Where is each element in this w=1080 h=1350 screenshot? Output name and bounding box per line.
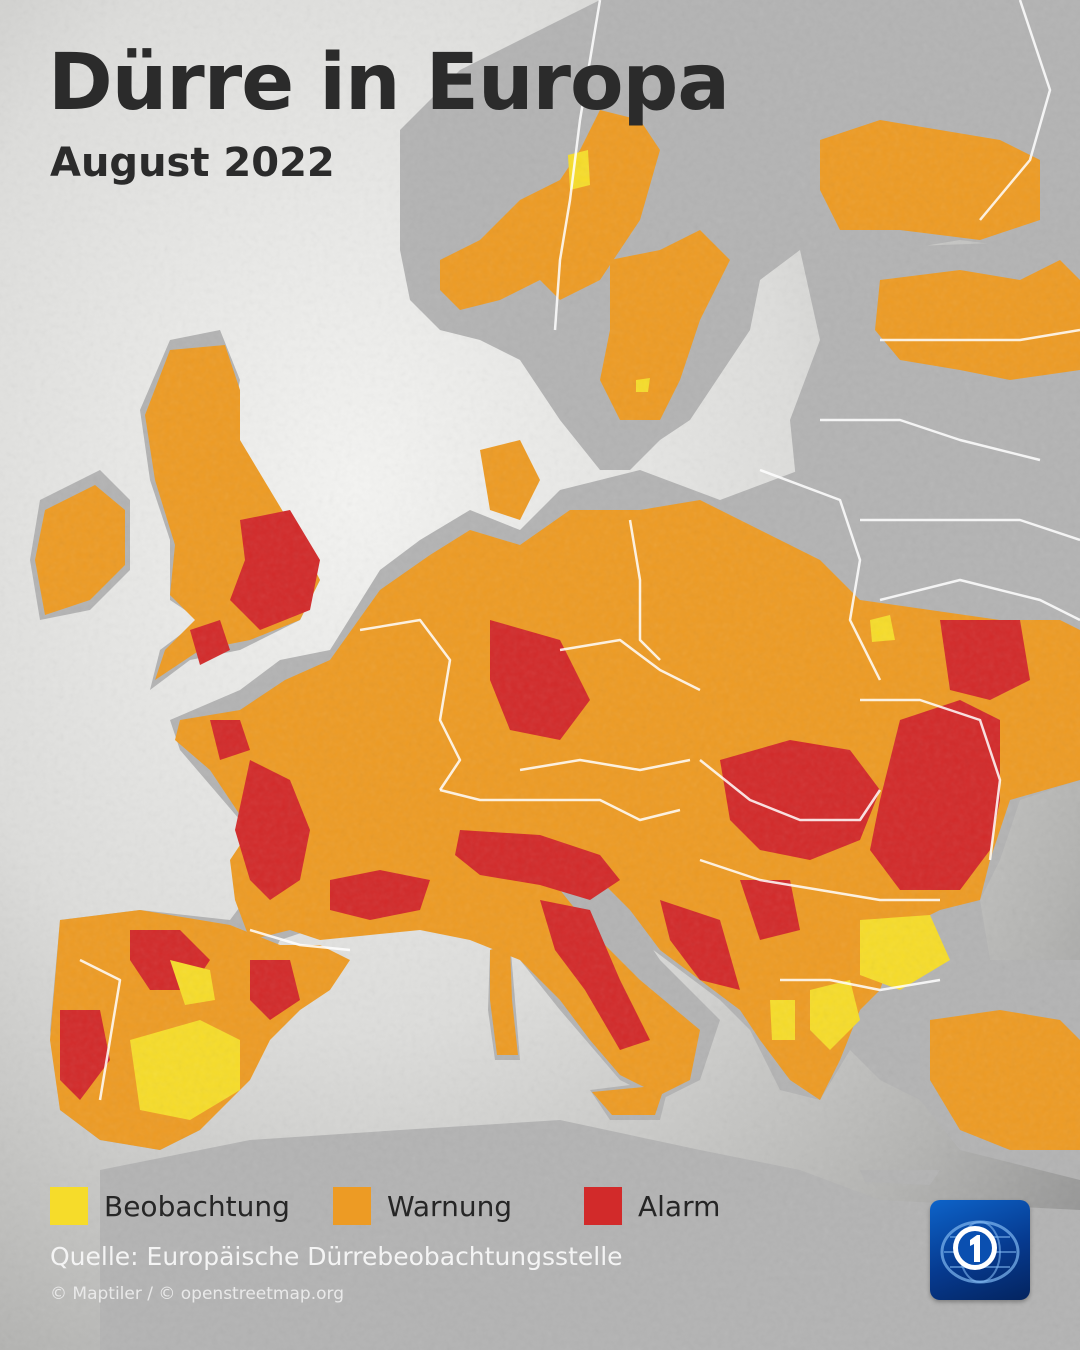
page-subtitle: August 2022: [50, 140, 335, 186]
source-text: Quelle: Europäische Dürrebeobachtungsste…: [50, 1242, 623, 1271]
border-france-germany: [359, 618, 462, 791]
border-romania: [860, 698, 1002, 861]
legend-item-warnung: Warnung: [333, 1186, 512, 1226]
tagesschau-logo-icon: [930, 1200, 1030, 1300]
border-ukraine: [879, 578, 1080, 622]
legend-swatch-orange: [333, 1187, 371, 1225]
legend-label-alarm: Alarm: [638, 1189, 721, 1223]
border-germany-austria: [519, 758, 691, 772]
border-baltics-2: [820, 418, 1041, 462]
border-belarus: [860, 518, 1080, 542]
legend-label-warnung: Warnung: [387, 1189, 513, 1223]
legend-swatch-yellow: [50, 1187, 88, 1225]
legend-item-alarm: Alarm: [584, 1186, 720, 1226]
border-france-spain: [249, 928, 351, 952]
border-germany-czech: [559, 638, 701, 692]
border-balkans: [699, 858, 940, 902]
country-borders: [79, 0, 1080, 1101]
border-spain-portugal: [79, 958, 122, 1101]
legend-swatch-red: [584, 1187, 622, 1225]
page-title: Dürre in Europa: [48, 38, 730, 128]
legend-label-beobachtung: Beobachtung: [104, 1189, 290, 1223]
border-norway-sweden: [553, 0, 602, 331]
logo-globe-icon: [940, 1220, 1020, 1284]
border-baltics: [880, 328, 1080, 342]
border-poland-east: [759, 468, 882, 681]
border-greece: [780, 978, 941, 992]
border-sweden-finland: [979, 0, 1052, 221]
border-alps: [439, 788, 681, 822]
legend-item-beobachtung: Beobachtung: [50, 1186, 290, 1226]
border-hungary: [699, 759, 882, 822]
copyright-text: © Maptiler / © openstreetmap.org: [50, 1284, 344, 1304]
border-germany-poland: [628, 519, 661, 661]
